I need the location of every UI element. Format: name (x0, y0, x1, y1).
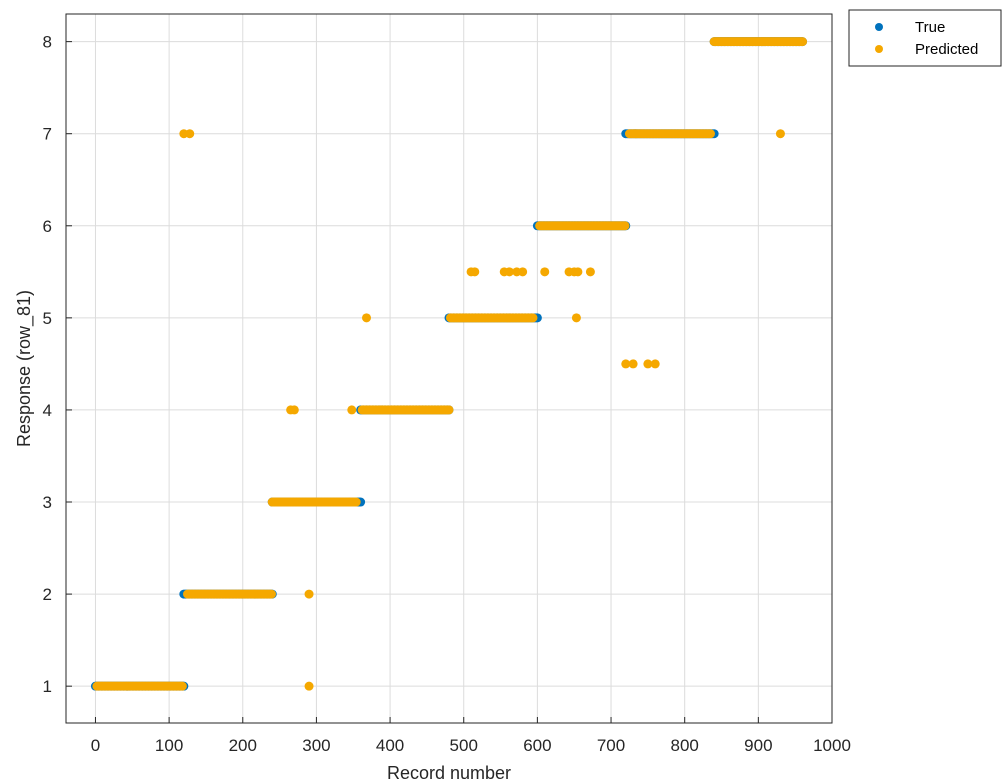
series-predicted (92, 37, 808, 691)
predicted-point (628, 359, 638, 369)
predicted-point (540, 267, 550, 277)
predicted-point (798, 37, 808, 47)
axes-box (65, 13, 833, 724)
predicted-point (620, 221, 630, 231)
y-tick-label: 7 (43, 125, 52, 144)
predicted-point (643, 359, 653, 369)
predicted-point (571, 313, 581, 323)
predicted-point (470, 267, 480, 277)
predicted-point (650, 359, 660, 369)
predicted-point (362, 313, 372, 323)
predicted-point (705, 129, 715, 139)
predicted-point (266, 589, 276, 599)
x-tick-label: 400 (376, 736, 404, 755)
x-tick-label: 200 (229, 736, 257, 755)
predicted-point (351, 497, 361, 507)
x-axis-label: Record number (387, 763, 511, 782)
x-tick-label: 100 (155, 736, 183, 755)
predicted-run (624, 129, 715, 139)
legend-label-predicted: Predicted (915, 41, 978, 58)
x-tick-label: 500 (450, 736, 478, 755)
x-tick-label: 600 (523, 736, 551, 755)
x-tick-label: 800 (671, 736, 699, 755)
x-tick-label: 900 (744, 736, 772, 755)
predicted-point (621, 359, 631, 369)
predicted-point (573, 267, 583, 277)
y-tick-label: 4 (43, 401, 52, 420)
predicted-run (535, 221, 630, 231)
predicted-run (267, 497, 361, 507)
predicted-point (444, 405, 454, 415)
predicted-point (177, 681, 187, 691)
y-tick-label: 8 (43, 33, 52, 52)
predicted-point (518, 267, 528, 277)
predicted-point (504, 267, 514, 277)
predicted-point (775, 129, 785, 139)
legend[interactable]: True Predicted (848, 9, 1002, 67)
predicted-run (709, 37, 808, 47)
predicted-point (304, 681, 314, 691)
y-tick-label: 3 (43, 493, 52, 512)
y-tick-label: 6 (43, 217, 52, 236)
grid (66, 14, 833, 723)
predicted-point (528, 313, 538, 323)
y-tick-label: 1 (43, 677, 52, 696)
legend-marker-predicted (875, 45, 883, 53)
ticks: 0 100 200 300 400 500 600 700 800 900 1000 1 2 3 4 5 6 7 8 (43, 33, 851, 755)
x-tick-label: 0 (91, 736, 100, 755)
predicted-run (92, 681, 187, 691)
predicted-run (357, 405, 454, 415)
predicted-point (185, 129, 195, 139)
predicted-point (347, 405, 357, 415)
legend-box (848, 9, 1002, 67)
predicted-point (289, 405, 299, 415)
predicted-point (304, 589, 314, 599)
predicted-run (183, 589, 276, 599)
legend-marker-true (875, 23, 883, 31)
y-tick-label: 5 (43, 309, 52, 328)
x-tick-label: 700 (597, 736, 625, 755)
x-tick-label: 300 (302, 736, 330, 755)
y-axis-label: Response (row_81) (14, 290, 35, 447)
legend-label-true: True (915, 19, 945, 36)
predicted-run (445, 313, 538, 323)
y-tick-label: 2 (43, 585, 52, 604)
x-tick-label: 1000 (813, 736, 851, 755)
predicted-point (585, 267, 595, 277)
